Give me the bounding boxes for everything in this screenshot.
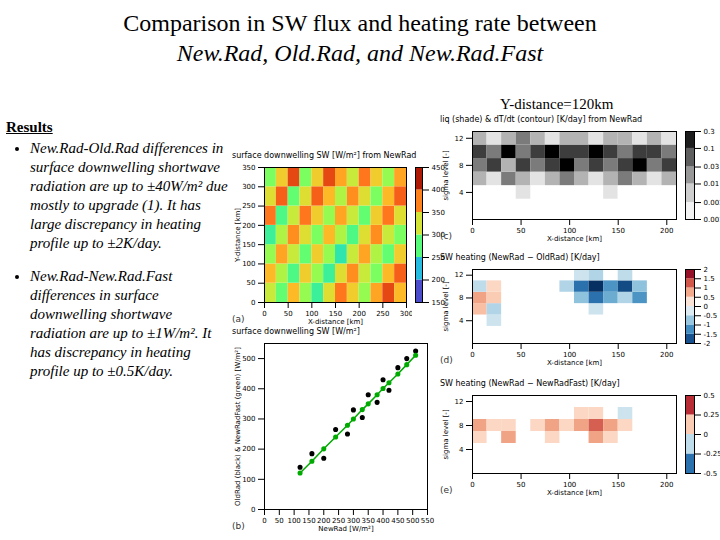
svg-text:150: 150 — [612, 227, 625, 235]
svg-text:100: 100 — [242, 260, 255, 268]
svg-text:0.003: 0.003 — [704, 199, 720, 207]
svg-text:50: 50 — [517, 351, 526, 359]
svg-text:0: 0 — [470, 481, 474, 489]
svg-text:450: 450 — [391, 517, 404, 525]
svg-text:-2: -2 — [704, 340, 711, 348]
svg-text:150: 150 — [302, 517, 315, 525]
svg-text:500: 500 — [242, 355, 255, 363]
svg-text:1: 1 — [704, 284, 708, 292]
svg-text:150: 150 — [242, 241, 255, 249]
svg-text:8: 8 — [459, 422, 463, 430]
svg-text:X-distance [km]: X-distance [km] — [547, 489, 602, 497]
svg-text:8: 8 — [459, 162, 463, 170]
svg-text:0: 0 — [704, 431, 708, 439]
svg-text:50: 50 — [275, 517, 284, 525]
svg-text:50: 50 — [517, 481, 526, 489]
svg-text:200: 200 — [660, 351, 673, 359]
svg-text:350: 350 — [432, 209, 445, 217]
svg-text:0.3: 0.3 — [704, 128, 715, 136]
svg-text:0: 0 — [704, 303, 708, 311]
svg-text:sigma level [-]: sigma level [-] — [442, 409, 450, 459]
svg-text:8: 8 — [459, 294, 463, 302]
svg-text:0.5: 0.5 — [704, 392, 715, 400]
svg-text:200: 200 — [242, 222, 255, 230]
svg-text:0.5: 0.5 — [704, 293, 715, 301]
svg-text:-0.5: -0.5 — [704, 470, 718, 478]
svg-text:300: 300 — [242, 415, 255, 423]
svg-text:4: 4 — [459, 317, 464, 325]
svg-text:1.5: 1.5 — [704, 275, 715, 283]
svg-text:OldRad (black) & NewRadFast (g: OldRad (black) & NewRadFast (green) [W/m… — [234, 347, 242, 506]
svg-text:NewRad [W/m²]: NewRad [W/m²] — [318, 525, 374, 533]
svg-text:12: 12 — [455, 135, 464, 143]
svg-text:200: 200 — [660, 227, 673, 235]
svg-text:300: 300 — [242, 183, 255, 191]
svg-text:sigma level [-]: sigma level [-] — [442, 150, 450, 200]
svg-text:0.03: 0.03 — [704, 163, 720, 171]
svg-text:Y-distance [km]: Y-distance [km] — [234, 208, 242, 263]
svg-text:50: 50 — [247, 279, 256, 287]
svg-text:100: 100 — [242, 476, 255, 484]
svg-text:sigma level [-]: sigma level [-] — [442, 281, 450, 331]
svg-text:50: 50 — [517, 227, 526, 235]
svg-text:-1.5: -1.5 — [704, 330, 718, 338]
svg-text:12: 12 — [455, 398, 464, 406]
svg-text:350: 350 — [242, 164, 255, 172]
svg-text:400: 400 — [376, 517, 389, 525]
svg-text:50: 50 — [284, 310, 293, 318]
svg-text:0.01: 0.01 — [704, 180, 720, 188]
svg-text:250: 250 — [242, 202, 255, 210]
svg-text:X-distance [km]: X-distance [km] — [547, 359, 602, 367]
svg-text:-0.5: -0.5 — [704, 312, 718, 320]
svg-text:150: 150 — [612, 481, 625, 489]
svg-text:0.25: 0.25 — [704, 411, 720, 419]
svg-text:150: 150 — [612, 351, 625, 359]
svg-text:300: 300 — [400, 310, 412, 318]
svg-text:-0.25: -0.25 — [704, 450, 720, 458]
svg-text:500: 500 — [406, 517, 419, 525]
svg-text:400: 400 — [242, 385, 255, 393]
svg-text:4: 4 — [459, 189, 464, 197]
svg-text:0.1: 0.1 — [704, 145, 715, 153]
svg-text:4: 4 — [459, 446, 464, 454]
svg-text:0: 0 — [470, 227, 474, 235]
svg-text:0: 0 — [251, 299, 255, 307]
svg-text:0: 0 — [470, 351, 474, 359]
svg-text:-1: -1 — [704, 321, 711, 329]
svg-text:200: 200 — [242, 445, 255, 453]
svg-text:X-distance [km]: X-distance [km] — [308, 318, 363, 326]
svg-text:0: 0 — [262, 310, 266, 318]
svg-text:2: 2 — [704, 266, 708, 274]
svg-text:0.001: 0.001 — [704, 216, 720, 224]
svg-text:X-distance [km]: X-distance [km] — [547, 235, 602, 243]
svg-text:200: 200 — [660, 481, 673, 489]
svg-text:550: 550 — [421, 517, 434, 525]
svg-text:0: 0 — [262, 517, 266, 525]
svg-text:100: 100 — [287, 517, 300, 525]
svg-text:12: 12 — [455, 271, 464, 279]
svg-text:0: 0 — [251, 506, 255, 514]
svg-text:250: 250 — [376, 310, 389, 318]
